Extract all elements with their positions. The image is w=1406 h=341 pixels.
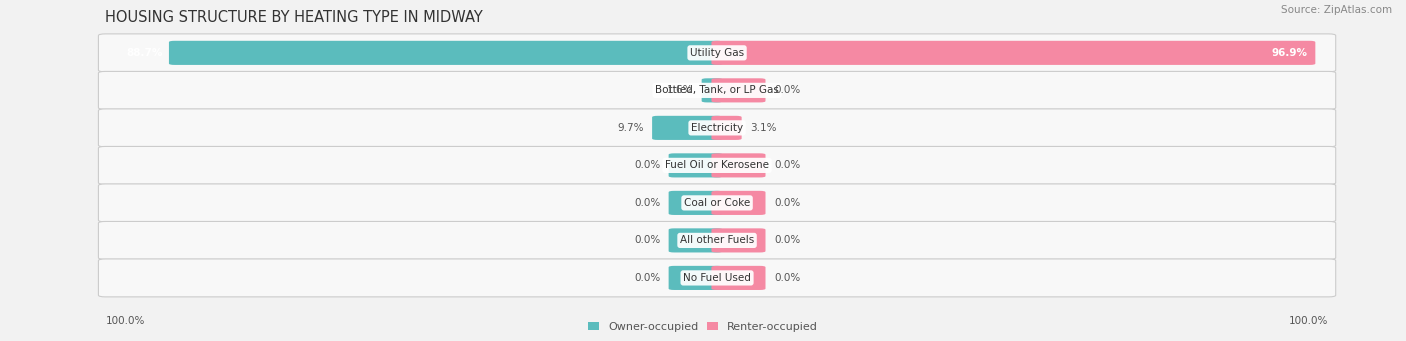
Text: 100.0%: 100.0% xyxy=(105,315,145,326)
Text: 0.0%: 0.0% xyxy=(773,160,800,170)
FancyBboxPatch shape xyxy=(711,153,765,177)
Text: 0.0%: 0.0% xyxy=(773,235,800,246)
Text: 0.0%: 0.0% xyxy=(773,198,800,208)
Text: No Fuel Used: No Fuel Used xyxy=(683,273,751,283)
Text: 96.9%: 96.9% xyxy=(1271,48,1308,58)
Text: 3.1%: 3.1% xyxy=(749,123,776,133)
Text: 88.7%: 88.7% xyxy=(127,48,163,58)
Text: 9.7%: 9.7% xyxy=(617,123,644,133)
Text: 0.0%: 0.0% xyxy=(634,273,661,283)
Text: Utility Gas: Utility Gas xyxy=(690,48,744,58)
FancyBboxPatch shape xyxy=(669,191,723,215)
Legend: Owner-occupied, Renter-occupied: Owner-occupied, Renter-occupied xyxy=(588,322,818,332)
FancyBboxPatch shape xyxy=(711,78,765,102)
Text: Coal or Coke: Coal or Coke xyxy=(683,198,751,208)
FancyBboxPatch shape xyxy=(702,78,723,102)
FancyBboxPatch shape xyxy=(98,34,1336,72)
FancyBboxPatch shape xyxy=(98,184,1336,222)
Text: HOUSING STRUCTURE BY HEATING TYPE IN MIDWAY: HOUSING STRUCTURE BY HEATING TYPE IN MID… xyxy=(105,10,484,25)
FancyBboxPatch shape xyxy=(711,116,741,140)
FancyBboxPatch shape xyxy=(98,221,1336,260)
FancyBboxPatch shape xyxy=(98,146,1336,184)
FancyBboxPatch shape xyxy=(711,228,765,252)
FancyBboxPatch shape xyxy=(711,191,765,215)
Text: 100.0%: 100.0% xyxy=(1289,315,1329,326)
Text: 1.6%: 1.6% xyxy=(666,85,693,95)
Text: All other Fuels: All other Fuels xyxy=(681,235,754,246)
FancyBboxPatch shape xyxy=(98,259,1336,297)
FancyBboxPatch shape xyxy=(169,41,723,65)
FancyBboxPatch shape xyxy=(711,41,1316,65)
FancyBboxPatch shape xyxy=(98,71,1336,109)
Text: Fuel Oil or Kerosene: Fuel Oil or Kerosene xyxy=(665,160,769,170)
FancyBboxPatch shape xyxy=(669,266,723,290)
FancyBboxPatch shape xyxy=(98,109,1336,147)
Text: 0.0%: 0.0% xyxy=(773,273,800,283)
Text: 0.0%: 0.0% xyxy=(773,85,800,95)
FancyBboxPatch shape xyxy=(711,266,765,290)
Text: Bottled, Tank, or LP Gas: Bottled, Tank, or LP Gas xyxy=(655,85,779,95)
FancyBboxPatch shape xyxy=(669,228,723,252)
Text: 0.0%: 0.0% xyxy=(634,160,661,170)
Text: 0.0%: 0.0% xyxy=(634,198,661,208)
Text: 0.0%: 0.0% xyxy=(634,235,661,246)
FancyBboxPatch shape xyxy=(652,116,723,140)
FancyBboxPatch shape xyxy=(669,153,723,177)
Text: Electricity: Electricity xyxy=(690,123,744,133)
Text: Source: ZipAtlas.com: Source: ZipAtlas.com xyxy=(1281,5,1392,15)
